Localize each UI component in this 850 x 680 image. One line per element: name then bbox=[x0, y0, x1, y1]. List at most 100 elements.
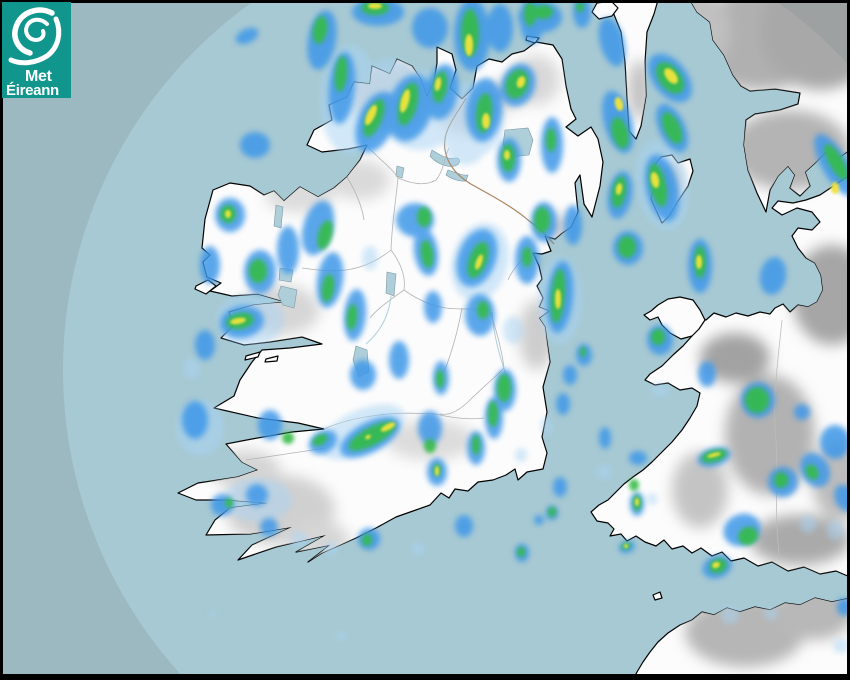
precip-cell bbox=[555, 289, 561, 309]
precip-cell bbox=[235, 27, 259, 45]
lough-ree bbox=[385, 271, 397, 297]
precip-cell bbox=[184, 357, 200, 379]
precip-cell bbox=[503, 316, 523, 344]
precip-cell bbox=[258, 410, 282, 440]
precip-cell bbox=[312, 434, 328, 446]
precip-cell bbox=[418, 411, 442, 445]
precip-cell bbox=[208, 611, 218, 617]
precip-cell bbox=[534, 207, 550, 233]
map-border-bottom bbox=[0, 674, 850, 680]
precip-cell bbox=[650, 172, 660, 188]
logo-text-eireann: Éireann bbox=[6, 82, 59, 99]
precip-cell bbox=[411, 542, 425, 556]
precip-cell bbox=[805, 464, 819, 480]
precip-cell bbox=[225, 498, 233, 508]
precip-cell bbox=[721, 606, 739, 624]
precip-cell bbox=[837, 598, 850, 616]
precip-cell bbox=[831, 182, 839, 194]
precip-cell bbox=[321, 274, 335, 302]
precip-cell bbox=[400, 89, 410, 113]
precipitation-layer bbox=[176, 0, 850, 653]
precip-cell bbox=[324, 542, 338, 556]
precip-cell bbox=[515, 448, 527, 462]
precip-cell bbox=[504, 150, 510, 160]
precip-cell bbox=[647, 493, 657, 505]
precip-cell bbox=[635, 498, 639, 506]
precip-cell bbox=[412, 8, 448, 48]
precip-cell bbox=[618, 236, 636, 258]
precip-cell bbox=[698, 361, 716, 387]
precip-cell bbox=[363, 99, 385, 137]
precip-cell bbox=[277, 226, 299, 274]
precip-cell bbox=[664, 68, 678, 84]
precip-cell bbox=[824, 144, 848, 180]
precip-cell bbox=[249, 259, 267, 283]
precip-cell bbox=[487, 4, 513, 52]
precip-cell bbox=[182, 401, 208, 439]
precip-cell bbox=[564, 205, 582, 245]
precip-cell bbox=[482, 113, 490, 129]
precip-cell bbox=[365, 104, 377, 126]
precip-cell bbox=[738, 526, 758, 546]
precip-cell bbox=[362, 534, 372, 546]
precip-cell bbox=[541, 417, 553, 435]
precip-cell bbox=[524, 2, 536, 26]
precip-cell bbox=[774, 472, 788, 488]
precip-cell bbox=[335, 632, 347, 640]
precip-cell bbox=[225, 210, 231, 218]
precip-cell bbox=[580, 347, 586, 357]
precip-cell bbox=[389, 341, 409, 379]
precip-cell bbox=[230, 317, 246, 325]
precip-cell bbox=[455, 515, 473, 537]
precip-cell bbox=[820, 425, 850, 459]
precip-cell bbox=[546, 128, 556, 152]
precip-cell bbox=[534, 515, 544, 525]
precip-cell bbox=[447, 139, 483, 165]
precip-cell bbox=[465, 34, 473, 56]
precip-cell bbox=[380, 422, 396, 432]
precip-cell bbox=[435, 466, 439, 476]
precip-cell bbox=[599, 427, 611, 449]
precip-cell bbox=[424, 439, 436, 453]
precip-cell bbox=[420, 240, 434, 268]
precip-cell bbox=[334, 56, 348, 92]
precip-cell bbox=[629, 451, 647, 465]
precip-cell bbox=[556, 393, 570, 415]
precip-cell bbox=[260, 518, 278, 536]
precip-cell bbox=[834, 484, 850, 512]
precip-cell bbox=[434, 77, 442, 91]
precip-cell bbox=[614, 97, 624, 111]
precip-cell bbox=[800, 515, 816, 533]
precip-cell bbox=[497, 374, 511, 402]
precip-cell bbox=[651, 329, 665, 345]
precip-cell bbox=[707, 452, 721, 458]
precip-layer-intense bbox=[225, 3, 839, 569]
precip-cell bbox=[291, 531, 307, 547]
precip-cell bbox=[598, 17, 626, 67]
precip-cell bbox=[368, 3, 382, 9]
precip-cell bbox=[624, 544, 628, 548]
precip-cell bbox=[597, 464, 611, 480]
precip-cell bbox=[712, 561, 720, 569]
precip-cell bbox=[282, 432, 294, 444]
precip-cell bbox=[350, 360, 376, 390]
precip-cell bbox=[317, 220, 333, 250]
precip-cell bbox=[472, 435, 480, 455]
precip-cell bbox=[548, 507, 556, 517]
precip-cell bbox=[696, 255, 702, 269]
precip-cell bbox=[362, 246, 378, 270]
precip-cell bbox=[517, 547, 525, 557]
precip-cell bbox=[629, 479, 639, 491]
precip-cell bbox=[651, 383, 669, 397]
lough-conn bbox=[273, 204, 284, 229]
precip-cell bbox=[563, 365, 577, 385]
precip-cell bbox=[794, 404, 810, 420]
lough-corrib bbox=[277, 285, 298, 309]
precip-cell bbox=[240, 132, 270, 158]
precip-cell bbox=[417, 207, 431, 227]
precip-cell bbox=[312, 16, 328, 44]
precip-cell bbox=[661, 112, 683, 144]
